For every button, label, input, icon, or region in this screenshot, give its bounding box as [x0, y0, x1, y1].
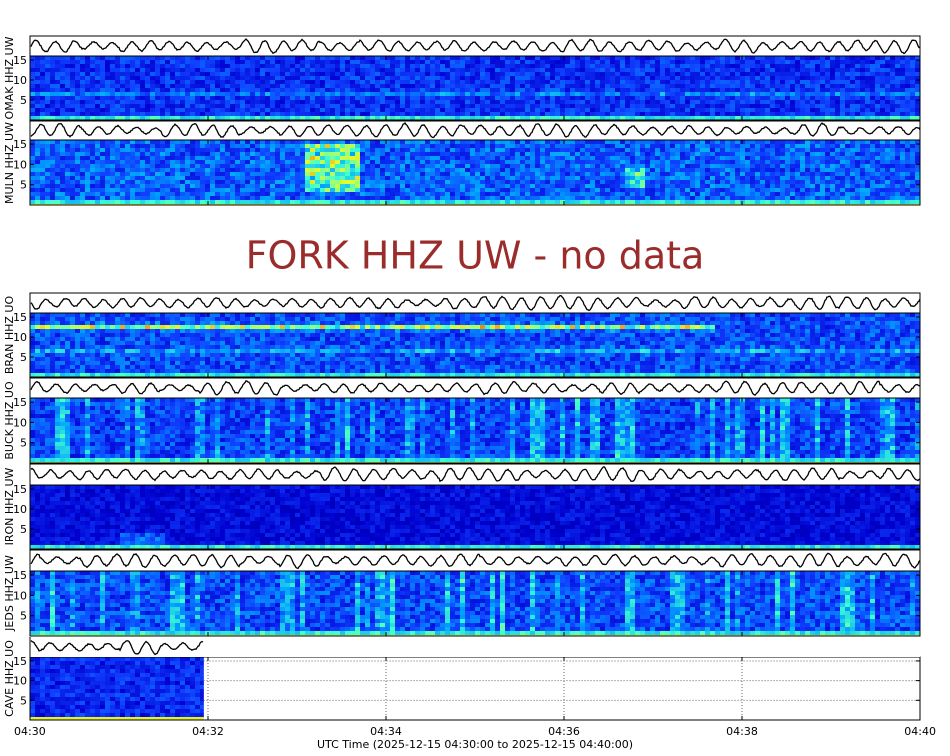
y-tick-label: 5 [20, 437, 27, 450]
x-tick-label: 04:40 [904, 725, 936, 738]
y-tick-label: 5 [20, 523, 27, 536]
y-tick-label: 10 [13, 675, 27, 688]
y-tick-label: 5 [20, 351, 27, 364]
station-label: BRAN HHZ UO [3, 296, 16, 375]
spectrogram-cells [30, 571, 921, 637]
waveform-trace [30, 640, 204, 656]
y-tick-label: 15 [13, 396, 27, 409]
x-tick-label: 04:36 [548, 725, 580, 738]
station-fork: FORK HHZ UW - no data [246, 234, 705, 278]
waveform-trace [30, 38, 921, 55]
waveform-frame [30, 637, 920, 657]
station-label: BUCK HHZ UO [3, 381, 16, 460]
station-label: IRON HHZ UW [3, 467, 16, 545]
y-tick-label: 5 [20, 610, 27, 623]
waveform-trace [30, 380, 921, 397]
waveform-trace [30, 552, 921, 570]
station-label: JEDS HHZ UW [3, 555, 16, 632]
x-tick-label: 04:30 [14, 725, 46, 738]
y-tick-label: 10 [13, 503, 27, 516]
waveform-frame [29, 377, 921, 399]
waveform-frame [29, 292, 921, 314]
y-tick-label: 15 [13, 569, 27, 582]
no-data-message: FORK HHZ UW - no data [246, 234, 705, 278]
y-tick-label: 15 [13, 655, 27, 668]
spectrogram-cells [30, 398, 921, 464]
y-tick-label: 5 [20, 94, 27, 107]
x-axis-label: UTC Time (2025-12-15 04:30:00 to 2025-12… [317, 738, 633, 751]
y-tick-label: 15 [13, 138, 27, 151]
y-tick-label: 10 [13, 158, 27, 171]
y-tick-label: 10 [13, 74, 27, 87]
station-label: CAVE HHZ UO [3, 640, 16, 717]
x-tick-label: 04:38 [726, 725, 758, 738]
y-tick-label: 15 [13, 311, 27, 324]
station-label: OMAK HHZ UW [3, 36, 16, 119]
spectrogram-cells [30, 140, 921, 206]
y-tick-label: 10 [13, 589, 27, 602]
station-label: MULN HHZ UW [3, 122, 16, 204]
x-tick-label: 04:34 [370, 725, 402, 738]
time-axis: 04:30 04:32 04:34 04:36 04:38 04:40 [14, 725, 936, 738]
y-tick-label: 15 [13, 54, 27, 67]
y-tick-label: 10 [13, 416, 27, 429]
y-tick-label: 5 [20, 694, 27, 707]
spectrogram-cells [30, 313, 921, 378]
waveform-trace [30, 294, 921, 312]
waveform-trace [30, 122, 921, 139]
y-tick-label: 5 [20, 179, 27, 192]
y-tick-label: 10 [13, 331, 27, 344]
spectrogram-cells [30, 56, 921, 121]
waveform-trace [30, 466, 921, 483]
spectrogram-cells [30, 485, 921, 550]
x-tick-label: 04:32 [192, 725, 224, 738]
spectrogram-cells [30, 657, 204, 721]
y-tick-label: 15 [13, 483, 27, 496]
